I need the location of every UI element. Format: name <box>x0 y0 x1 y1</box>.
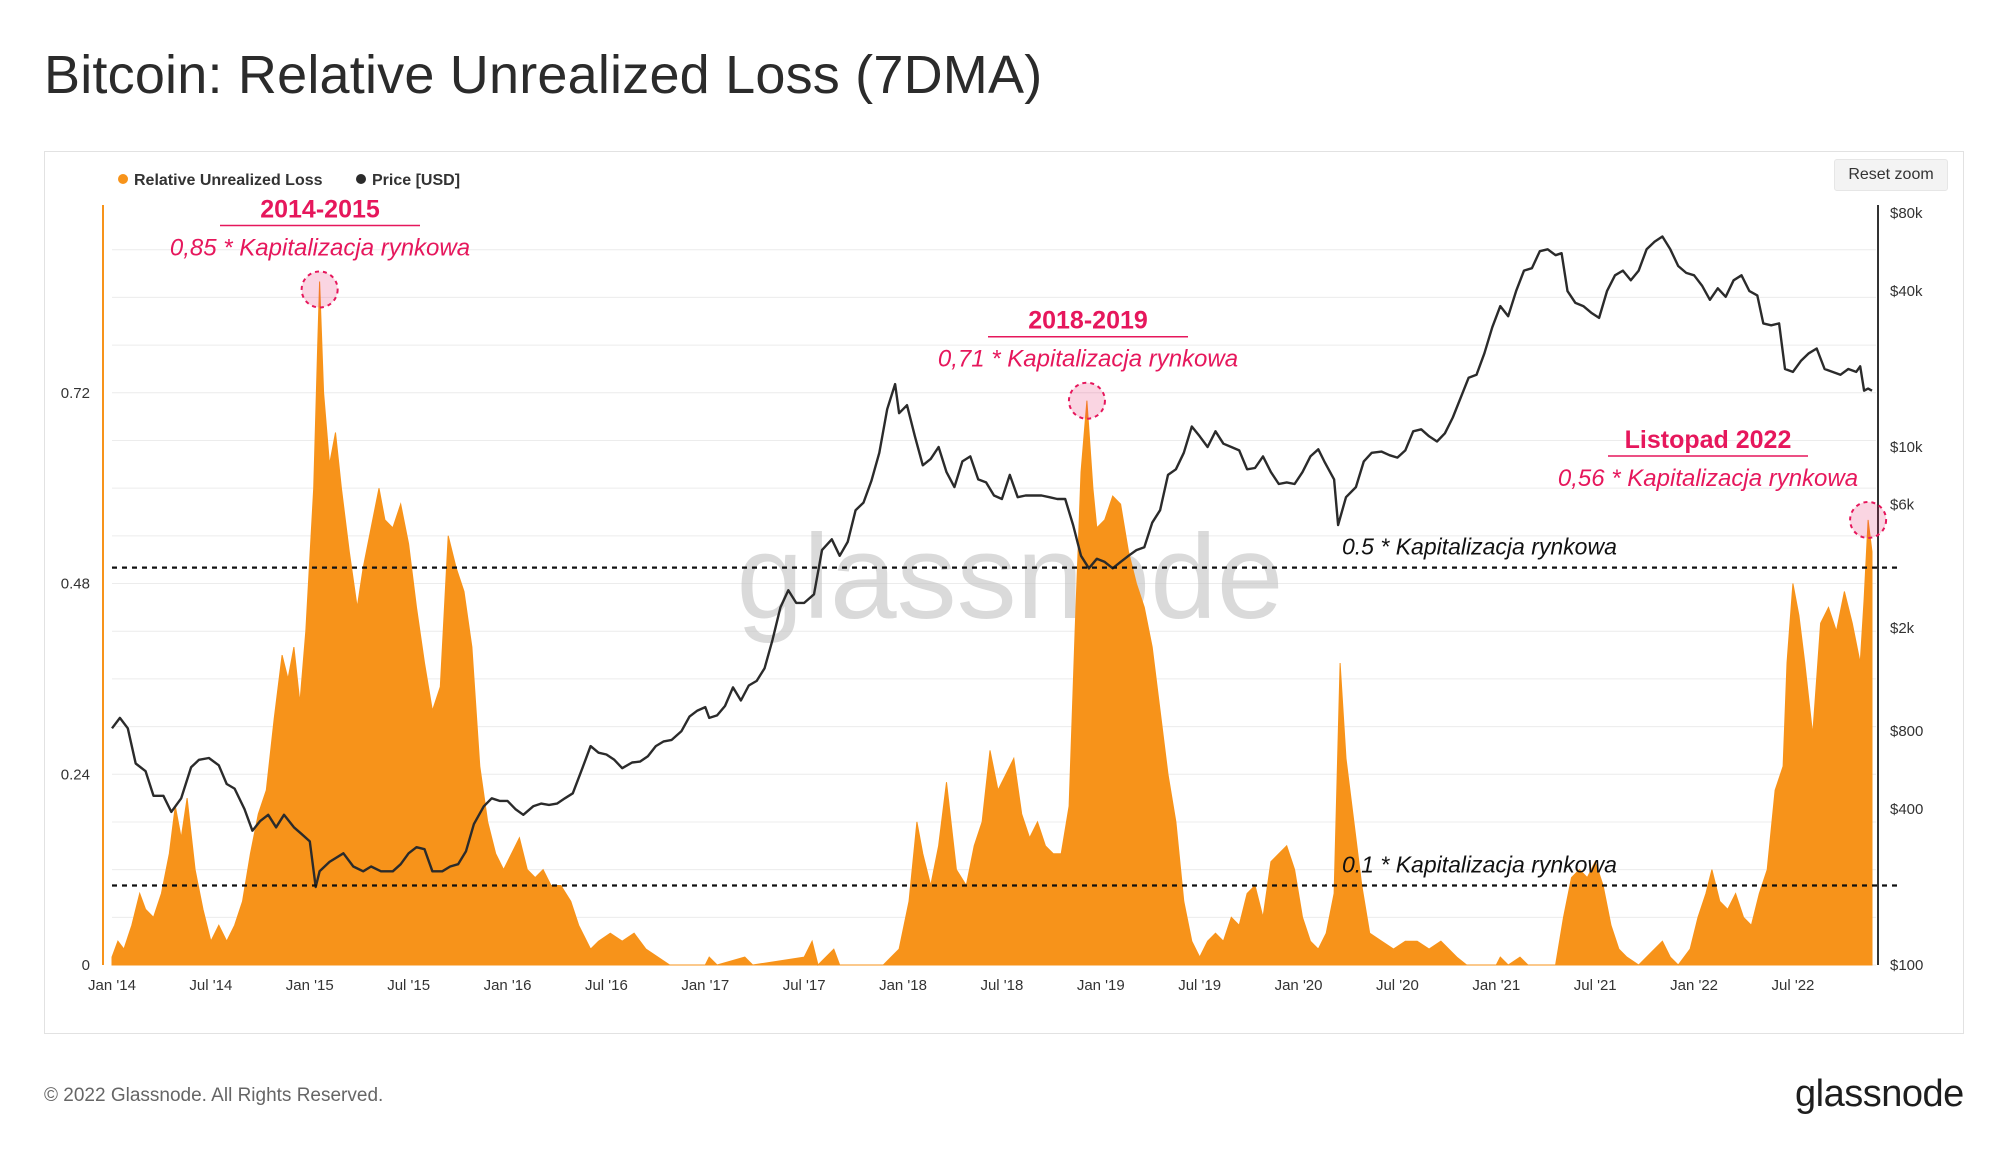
annotation-subtitle: 0,85 * Kapitalizacja rynkowa <box>170 234 470 261</box>
y-right-tick-label: $800 <box>1890 723 1923 740</box>
x-tick-label: Jan '20 <box>1275 977 1323 994</box>
x-tick-label: Jan '19 <box>1077 977 1125 994</box>
y-left-tick-label: 0.24 <box>61 766 90 783</box>
legend-label-price[interactable]: Price [USD] <box>372 172 460 189</box>
annotations: 2014-2015 0,85 * Kapitalizacja rynkowa 201… <box>170 195 1888 539</box>
price-line <box>111 235 1873 889</box>
y-left-tick-label: 0.48 <box>61 576 90 593</box>
annotation-marker <box>1849 500 1888 539</box>
y-left-tick-label: 0.72 <box>61 385 90 402</box>
x-tick-label: Jan '15 <box>286 977 334 994</box>
watermark: glassnode <box>736 510 1283 644</box>
x-tick-label: Jan '21 <box>1472 977 1520 994</box>
annotation-marker <box>1067 381 1106 420</box>
footer-logo: glassnode <box>1795 1073 1964 1115</box>
x-tick-label: Jul '16 <box>585 977 628 994</box>
page-title: Bitcoin: Relative Unrealized Loss (7DMA) <box>44 45 1043 105</box>
x-tick-label: Jul '21 <box>1574 977 1617 994</box>
y-right-tick-label: $10k <box>1890 439 1923 456</box>
chart-panel <box>44 151 1964 1034</box>
reset-zoom-button[interactable]: Reset zoom <box>1834 159 1948 191</box>
x-tick-label: Jan '17 <box>681 977 729 994</box>
x-tick-label: Jul '14 <box>189 977 232 994</box>
y-right-tick-label: $400 <box>1890 801 1923 818</box>
annotation-subtitle: 0,56 * Kapitalizacja rynkowa <box>1558 465 1858 492</box>
y-left-tick-label: 0 <box>82 957 90 974</box>
annotation-title: Listopad 2022 <box>1625 426 1792 454</box>
x-tick-label: Jul '18 <box>980 977 1023 994</box>
x-tick-label: Jul '20 <box>1376 977 1419 994</box>
x-tick-label: Jul '15 <box>387 977 430 994</box>
y-right-tick-label: $80k <box>1890 205 1923 222</box>
annotation-title: 2014-2015 <box>260 195 380 223</box>
legend-dot-loss <box>118 174 128 184</box>
annotation-marker <box>300 270 339 309</box>
loss-area <box>111 281 1873 966</box>
reference-line-label: 0.1 * Kapitalizacja rynkowa <box>1342 852 1617 878</box>
x-tick-label: Jan '18 <box>879 977 927 994</box>
axes: 0 0.24 0.48 0.72 $100 $400 $800 $2k $6k $10k $40k $… <box>61 205 1923 994</box>
footer-copyright: © 2022 Glassnode. All Rights Reserved. <box>44 1085 384 1106</box>
legend-label-loss[interactable]: Relative Unrealized Loss <box>134 172 323 189</box>
reference-lines: 0.5 * Kapitalizacja rynkowa 0.1 * Kapital… <box>112 534 1898 887</box>
y-right-tick-label: $6k <box>1890 496 1915 513</box>
x-tick-label: Jul '19 <box>1178 977 1221 994</box>
x-tick-label: Jul '17 <box>783 977 826 994</box>
loss-series <box>111 281 1873 966</box>
annotation-subtitle: 0,71 * Kapitalizacja rynkowa <box>938 346 1238 373</box>
reference-line-label: 0.5 * Kapitalizacja rynkowa <box>1342 534 1617 560</box>
y-right-tick-label: $100 <box>1890 957 1923 974</box>
x-tick-label: Jan '22 <box>1670 977 1718 994</box>
x-tick-label: Jan '14 <box>88 977 136 994</box>
x-tick-label: Jan '16 <box>484 977 532 994</box>
legend: Relative Unrealized Loss Price [USD] <box>118 172 460 189</box>
price-series <box>111 235 1873 889</box>
y-right-tick-label: $40k <box>1890 283 1923 300</box>
x-tick-label: Jul '22 <box>1771 977 1814 994</box>
legend-dot-price <box>356 174 366 184</box>
annotation-title: 2018-2019 <box>1028 307 1148 335</box>
y-right-tick-label: $2k <box>1890 620 1915 637</box>
